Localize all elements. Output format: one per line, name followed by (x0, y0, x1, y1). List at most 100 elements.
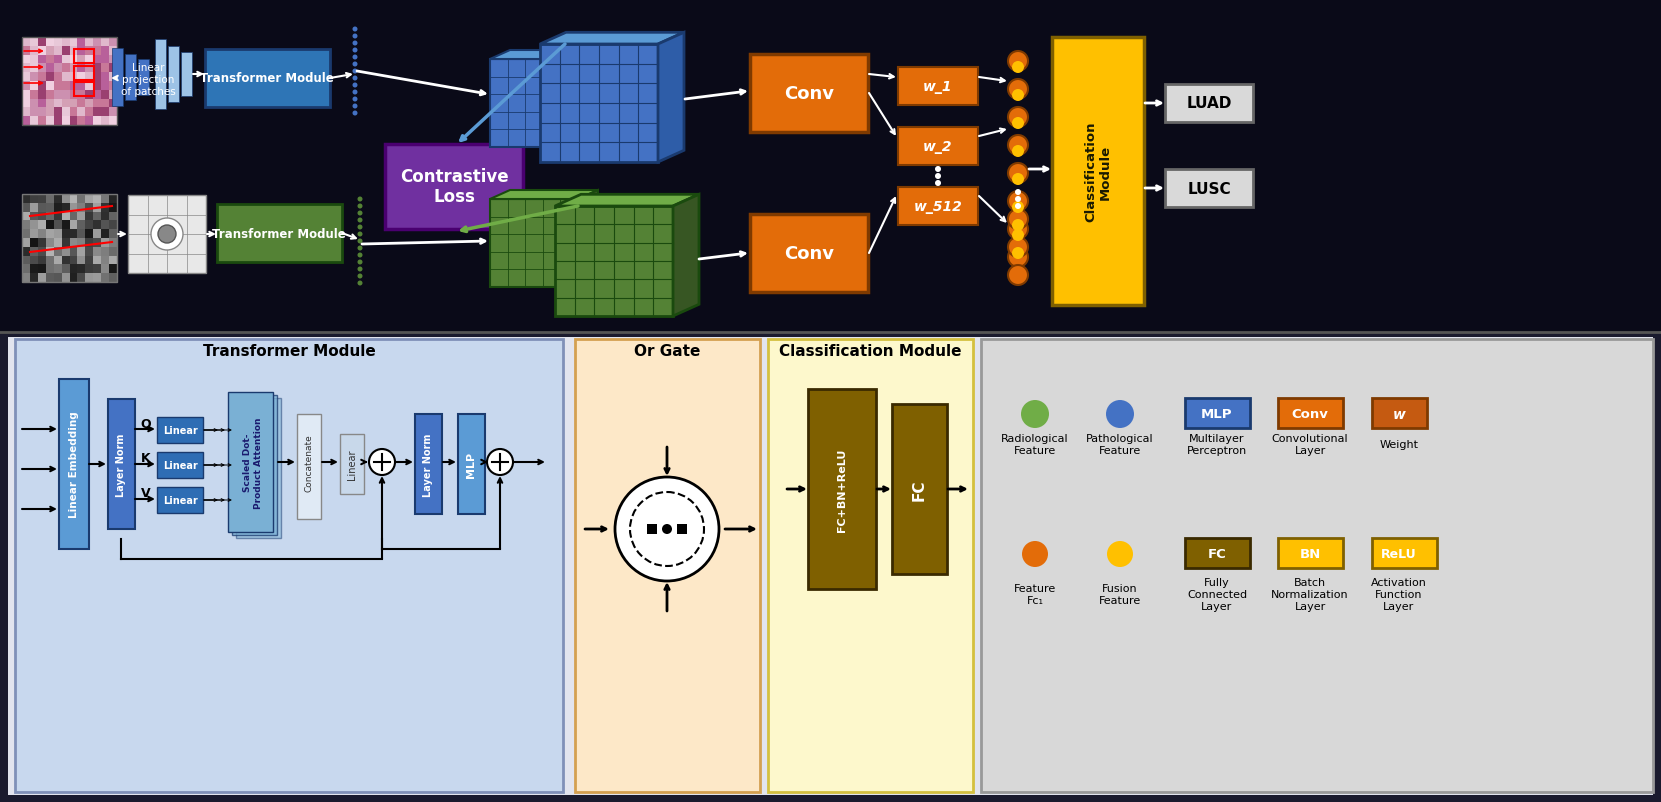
Bar (61, 47, 70, 56)
Circle shape (1008, 265, 1028, 286)
Bar (555, 207, 673, 317)
Text: Radiological
Feature: Radiological Feature (1002, 434, 1068, 456)
Bar (22, 82, 30, 91)
Circle shape (352, 70, 357, 75)
Bar (60, 379, 90, 549)
Bar (61, 239, 70, 248)
Bar (22, 108, 30, 118)
Bar (233, 395, 277, 535)
Circle shape (1012, 229, 1023, 241)
Bar (93, 265, 101, 274)
Circle shape (1008, 164, 1028, 184)
Bar (38, 73, 47, 83)
Circle shape (1008, 237, 1028, 257)
Bar (101, 55, 110, 65)
Bar (38, 55, 47, 65)
Bar (78, 47, 86, 56)
Text: Or Gate: Or Gate (635, 344, 701, 359)
Bar (30, 230, 38, 239)
Circle shape (1008, 52, 1028, 72)
Bar (70, 204, 78, 213)
Bar (0, 333, 1661, 802)
Bar (93, 195, 101, 204)
Bar (158, 452, 203, 479)
Bar (22, 204, 30, 213)
Bar (30, 47, 38, 56)
Bar (61, 55, 70, 65)
Bar (30, 248, 38, 257)
Bar (61, 82, 70, 91)
Bar (75, 67, 95, 81)
Bar (101, 82, 110, 91)
Bar (751, 215, 869, 293)
Bar (75, 83, 95, 97)
Bar (982, 339, 1653, 792)
Text: Concatenate: Concatenate (304, 434, 314, 492)
Bar (53, 117, 61, 127)
Bar (70, 221, 78, 230)
Bar (30, 64, 38, 74)
Bar (78, 99, 86, 109)
Bar (111, 49, 123, 107)
Bar (61, 108, 70, 118)
Text: Linear: Linear (347, 449, 357, 480)
Text: Linear: Linear (163, 460, 198, 471)
Circle shape (1106, 541, 1133, 567)
Bar (101, 273, 110, 283)
Bar (101, 239, 110, 248)
Bar (53, 47, 61, 56)
Circle shape (1012, 248, 1023, 260)
Bar (22, 257, 30, 265)
Bar (93, 204, 101, 213)
Bar (22, 64, 30, 74)
Bar (61, 73, 70, 83)
Bar (47, 82, 55, 91)
Circle shape (357, 239, 362, 244)
Bar (110, 82, 118, 91)
Circle shape (352, 27, 357, 32)
Bar (53, 82, 61, 91)
Polygon shape (555, 195, 699, 207)
Text: Weight: Weight (1380, 439, 1418, 449)
Bar (85, 55, 93, 65)
Bar (70, 248, 78, 257)
Bar (78, 239, 86, 248)
Circle shape (1022, 541, 1048, 567)
Bar (53, 64, 61, 74)
Bar (22, 99, 30, 109)
Bar (154, 40, 166, 110)
Bar (53, 91, 61, 100)
Circle shape (663, 525, 673, 534)
Circle shape (158, 225, 176, 244)
Bar (101, 117, 110, 127)
Bar (678, 525, 688, 534)
Circle shape (615, 477, 719, 581)
Bar (53, 38, 61, 47)
Bar (38, 108, 47, 118)
Text: Contrastive
Loss: Contrastive Loss (400, 168, 508, 206)
Bar (47, 108, 55, 118)
Text: Linear: Linear (163, 496, 198, 505)
Text: FC: FC (912, 479, 927, 500)
Circle shape (369, 449, 395, 476)
Bar (101, 265, 110, 274)
Bar (540, 45, 658, 163)
Text: Batch
Normalization
Layer: Batch Normalization Layer (1271, 577, 1349, 611)
Bar (101, 47, 110, 56)
Circle shape (935, 174, 942, 180)
Circle shape (352, 42, 357, 47)
Bar (61, 99, 70, 109)
Circle shape (1012, 146, 1023, 158)
Bar (30, 117, 38, 127)
Bar (1184, 399, 1251, 428)
Circle shape (1012, 62, 1023, 74)
Text: Multilayer
Perceptron: Multilayer Perceptron (1188, 434, 1247, 456)
Text: LUSC: LUSC (1188, 181, 1231, 196)
Bar (8, 338, 1653, 795)
Text: FC: FC (1208, 548, 1226, 561)
Bar (85, 47, 93, 56)
Bar (61, 257, 70, 265)
Bar (899, 188, 978, 225)
Bar (61, 248, 70, 257)
Bar (110, 257, 118, 265)
